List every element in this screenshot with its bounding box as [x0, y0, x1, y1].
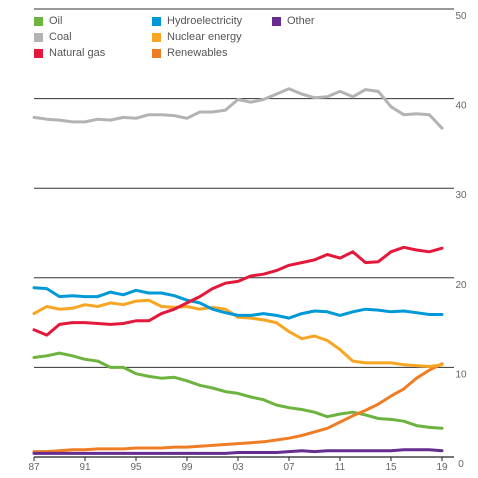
legend-item-coal: Coal	[34, 30, 72, 44]
gridlines	[33, 8, 454, 461]
legend-swatch-coal	[34, 32, 43, 42]
series-line-renewables	[32, 362, 444, 454]
series-line-coal	[32, 87, 444, 130]
legend-item-hydroelectricity: Hydroelectricity	[152, 14, 242, 28]
x-tick-label-19: 19	[436, 462, 448, 473]
x-tick-label-11: 11	[335, 462, 346, 473]
legend-item-natural-gas: Natural gas	[34, 46, 105, 60]
x-tick-label-87: 87	[28, 462, 40, 473]
x-tick-label-99: 99	[181, 462, 193, 473]
x-tick-label-91: 91	[79, 462, 91, 473]
legend: Oil Coal Natural gas Hydroelectricity Nu…	[0, 14, 478, 62]
legend-label-natural-gas: Natural gas	[49, 47, 106, 59]
x-tick-label-07: 07	[283, 462, 295, 473]
x-tick-label-03: 03	[232, 462, 244, 473]
x-tick-label-95: 95	[130, 462, 142, 473]
y-tick-label-50: 50	[455, 11, 467, 22]
legend-label-oil: Oil	[49, 15, 63, 27]
series-line-nuclear-energy	[32, 298, 444, 368]
x-tick-label-15: 15	[385, 462, 397, 473]
legend-item-other: Other	[272, 14, 315, 28]
legend-item-oil: Oil	[34, 14, 62, 28]
legend-swatch-oil	[34, 16, 43, 26]
y-tick-label-30: 30	[455, 190, 467, 201]
y-tick-labels: 0 10 20 30 40 50	[455, 11, 467, 470]
legend-swatch-renewables	[152, 48, 161, 58]
legend-swatch-nuclear-energy	[152, 32, 161, 42]
series-line-oil	[32, 351, 444, 430]
legend-swatch-other	[272, 16, 281, 26]
legend-item-renewables: Renewables	[152, 46, 228, 60]
y-tick-label-10: 10	[455, 369, 467, 380]
legend-item-nuclear-energy: Nuclear energy	[152, 30, 242, 44]
legend-swatch-hydroelectricity	[152, 16, 161, 26]
series-line-hydroelectricity	[32, 286, 444, 320]
series-line-other	[32, 448, 444, 455]
y-tick-label-0: 0	[458, 459, 464, 470]
legend-swatch-natural-gas	[34, 48, 43, 58]
series-line-natural-gas	[32, 245, 444, 337]
legend-label-other: Other	[287, 15, 315, 27]
legend-label-renewables: Renewables	[167, 47, 228, 59]
legend-label-hydroelectricity: Hydroelectricity	[167, 15, 243, 27]
y-tick-label-20: 20	[455, 280, 467, 291]
legend-label-coal: Coal	[49, 31, 72, 43]
legend-label-nuclear-energy: Nuclear energy	[167, 31, 242, 43]
series-lines	[32, 87, 444, 455]
y-tick-label-40: 40	[455, 101, 467, 112]
x-tick-labels: 87 91 95 99 03 07 11 15 19	[28, 462, 448, 473]
